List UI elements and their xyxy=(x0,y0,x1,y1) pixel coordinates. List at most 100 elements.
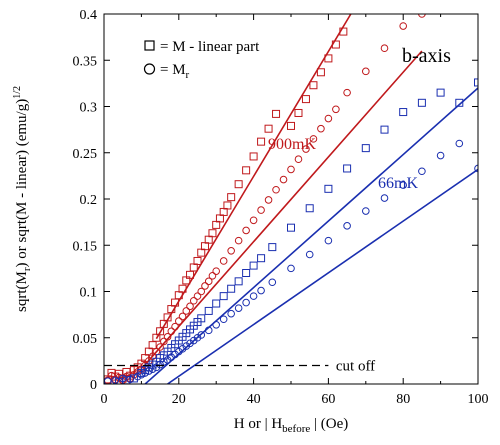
data-point-circle xyxy=(380,44,389,53)
data-point-circle xyxy=(257,286,265,295)
plot-area xyxy=(104,14,478,384)
data-point-circle xyxy=(309,135,318,143)
data-point-square xyxy=(144,347,153,356)
data-point-square xyxy=(200,242,209,251)
data-point-square xyxy=(223,201,232,210)
data-point-circle xyxy=(126,375,134,384)
legend: = M - linear part = Mr xyxy=(143,39,260,81)
series-0 xyxy=(104,14,352,384)
data-point-circle xyxy=(287,165,295,174)
data-point-circle xyxy=(249,216,258,225)
data-point-square xyxy=(148,341,157,350)
data-point-circle xyxy=(227,247,235,255)
data-point-square xyxy=(264,124,273,133)
fit-line xyxy=(167,168,478,384)
data-point-square xyxy=(343,164,352,173)
data-point-circle xyxy=(399,22,408,30)
data-point-square xyxy=(227,193,236,202)
data-point-circle xyxy=(249,292,258,300)
data-point-square xyxy=(287,121,295,130)
fit-line xyxy=(155,14,352,340)
data-point-circle xyxy=(141,369,149,377)
data-point-circle xyxy=(343,222,351,230)
x-tick-label: 40 xyxy=(247,392,261,407)
y-axis-label: sqrt(Mr) or sqrt(M - linear) (emu/g)1/2 xyxy=(12,86,33,312)
data-point-square xyxy=(309,81,318,90)
data-point-circle xyxy=(418,167,426,176)
x-tick-label: 80 xyxy=(396,392,410,407)
data-point-square xyxy=(436,88,445,97)
cutoff-label: cut off xyxy=(336,359,375,375)
data-point-square xyxy=(193,256,202,265)
data-point-circle xyxy=(219,257,228,265)
data-point-circle xyxy=(305,250,314,259)
data-point-square xyxy=(204,306,213,315)
data-point-square xyxy=(249,152,258,161)
data-point-circle xyxy=(219,315,228,324)
data-point-circle xyxy=(163,333,172,341)
data-point-square xyxy=(234,277,243,286)
data-point-circle xyxy=(294,155,303,164)
data-point-square xyxy=(163,313,172,322)
data-point-circle xyxy=(257,206,265,214)
data-point-square xyxy=(361,144,370,153)
series-3 xyxy=(104,139,478,384)
data-point-square xyxy=(129,374,138,383)
data-point-circle xyxy=(324,236,333,245)
data-point-circle xyxy=(474,164,478,173)
data-point-circle xyxy=(171,322,179,331)
data-point-circle xyxy=(343,88,351,97)
data-point-circle xyxy=(418,14,426,18)
legend-circle-label: = Mr xyxy=(160,62,190,81)
data-point-circle xyxy=(208,271,217,280)
data-point-square xyxy=(257,137,266,146)
series-2 xyxy=(114,78,478,384)
data-point-square xyxy=(287,223,295,232)
legend-square-label: = M - linear part xyxy=(160,39,260,55)
data-point-square xyxy=(331,40,340,49)
data-point-circle xyxy=(204,277,213,286)
data-point-circle xyxy=(201,282,209,290)
x-tick-label: 100 xyxy=(468,392,489,407)
axis-ticks: 0 20 40 60 80 100 0 0.05 0.1 0.15 0.2 0.25 0.3 0.35 0.… xyxy=(73,8,489,407)
data-point-circle xyxy=(279,175,288,184)
data-point-circle xyxy=(362,207,370,215)
data-point-square xyxy=(324,54,333,63)
temp-66mk-label: 66mK xyxy=(378,175,418,192)
data-point-square xyxy=(339,27,348,36)
data-point-circle xyxy=(204,326,213,335)
data-point-circle xyxy=(332,105,340,114)
data-point-square xyxy=(227,284,236,293)
data-point-square xyxy=(204,235,213,244)
data-point-square xyxy=(316,68,325,77)
data-point-circle xyxy=(182,307,191,315)
data-point-square xyxy=(242,166,251,175)
data-point-circle xyxy=(148,365,157,374)
data-point-circle xyxy=(193,292,202,300)
legend-square-marker xyxy=(144,40,155,51)
data-point-square xyxy=(399,108,408,117)
data-point-square xyxy=(212,299,221,308)
data-point-circle xyxy=(186,302,194,311)
data-point-circle xyxy=(234,304,243,312)
data-point-square xyxy=(417,98,426,107)
data-point-square xyxy=(301,95,310,104)
data-point-square xyxy=(249,261,258,270)
data-point-square xyxy=(208,229,217,238)
legend-circle-marker xyxy=(143,63,156,75)
x-tick-label: 0 xyxy=(101,392,108,407)
data-point-circle xyxy=(175,317,183,325)
data-point-square xyxy=(215,214,224,223)
data-point-circle xyxy=(317,124,325,133)
data-point-square xyxy=(294,108,303,117)
y-tick-label: 0.15 xyxy=(73,239,98,254)
data-point-circle xyxy=(197,331,206,339)
data-point-square xyxy=(189,263,198,272)
x-axis-label: H or | Hbefore | (Oe) xyxy=(234,416,349,435)
data-point-circle xyxy=(242,226,250,235)
y-tick-label: 0 xyxy=(90,378,97,393)
data-point-circle xyxy=(197,287,206,296)
data-point-circle xyxy=(156,343,164,351)
data-point-circle xyxy=(272,185,280,194)
